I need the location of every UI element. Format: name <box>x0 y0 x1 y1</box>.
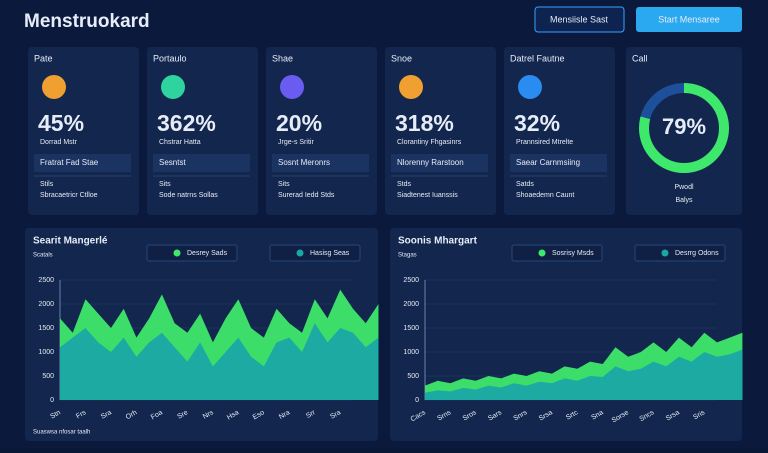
card-line: Surerad Iedd Stds <box>278 192 335 199</box>
y-tick-label: 0 <box>50 397 54 404</box>
card-value: 45% <box>38 110 84 136</box>
card-badge-label: Nlorenny Rarstoon <box>397 158 464 167</box>
button-label[interactable]: Start Mensaree <box>658 14 720 24</box>
x-tick-label: Sre <box>176 409 189 421</box>
chart-footnote: Suaswsa nfosar taalh <box>33 430 90 436</box>
card-badge <box>391 154 488 172</box>
card-caption: Jrge-s Sritir <box>278 139 314 146</box>
gauge-sub: Balys <box>675 197 693 204</box>
button-label[interactable]: Mensiisle Sast <box>550 14 609 24</box>
legend-swatch <box>173 249 181 257</box>
x-tick-label: Nra <box>278 409 291 421</box>
card <box>626 47 742 215</box>
card-badge <box>34 154 131 172</box>
card-line: Sits <box>278 181 290 188</box>
gauge-caption: Pwodl <box>674 184 694 191</box>
chart-subtitle: Scatals <box>33 253 53 259</box>
legend-label: Sosrisy Msds <box>552 250 594 257</box>
y-tick-label: 2500 <box>403 277 419 284</box>
y-tick-label: 500 <box>42 373 54 380</box>
card-icon <box>161 75 185 99</box>
card-line: Sode natrns Sollas <box>159 192 218 199</box>
card-line: Stils <box>40 181 54 188</box>
card-label: Shae <box>272 53 293 63</box>
x-tick-label: Frs <box>75 409 88 420</box>
card-icon <box>42 75 66 99</box>
gauge-arc <box>639 83 729 173</box>
card-badge-label: Sosnt Meronrs <box>278 158 330 167</box>
card-caption: Dorrad Mstr <box>40 139 78 146</box>
legend-box <box>269 244 361 262</box>
legend-label: Hasisg Seas <box>310 250 350 257</box>
card-badge <box>510 154 607 172</box>
y-tick-label: 1500 <box>38 325 54 332</box>
x-tick-label: Nrs <box>202 409 215 421</box>
card-label: Pate <box>34 53 53 63</box>
chart-title: Searit Mangerlé <box>33 236 108 247</box>
card-value: 20% <box>276 110 322 136</box>
legend-swatch <box>296 249 304 257</box>
gauge-value: 79% <box>662 114 706 139</box>
card-badge-label: Saear Carnmsiing <box>516 158 580 167</box>
legend-label: Desrey Sads <box>187 250 228 257</box>
card-badge <box>153 154 250 172</box>
card-caption: Prannsired Mtrelte <box>516 139 573 146</box>
card-line: Sits <box>159 181 171 188</box>
y-tick-label: 1500 <box>403 325 419 332</box>
y-tick-label: 2000 <box>403 301 419 308</box>
card-badge-label: Fratrat Fad Stae <box>40 158 99 167</box>
y-tick-label: 500 <box>407 373 419 380</box>
x-tick-label: Sra <box>100 409 113 421</box>
x-tick-label: Orh <box>125 409 139 421</box>
legend-box <box>511 244 603 262</box>
card-value: 32% <box>514 110 560 136</box>
card-line: Shoaedemn Caunt <box>516 192 574 199</box>
button[interactable] <box>636 7 742 32</box>
card-value: 362% <box>157 110 216 136</box>
card-caption: Chstrar Hatta <box>159 139 201 146</box>
card-icon <box>399 75 423 99</box>
card-label: Datrel Fautne <box>510 53 565 63</box>
x-tick-label: Sra <box>329 409 342 421</box>
area <box>425 349 743 400</box>
y-tick-label: 0 <box>415 397 419 404</box>
card-line: Satds <box>516 181 534 188</box>
legend-box <box>634 244 726 262</box>
area <box>60 323 379 400</box>
legend-label: Desrrg Odons <box>675 250 719 257</box>
card-value: 318% <box>395 110 454 136</box>
legend-box <box>146 244 238 262</box>
card-badge <box>272 154 369 172</box>
card-label: Portaulo <box>153 53 187 63</box>
y-tick-label: 2500 <box>38 277 54 284</box>
card-line: Siadtenest Iuanssis <box>397 192 458 199</box>
x-tick-label: Stn <box>49 409 62 420</box>
y-tick-label: 1000 <box>403 349 419 356</box>
card-label: Call <box>632 53 648 63</box>
card-badge-label: Sesntst <box>159 158 186 167</box>
chart-title: Soonis Mhargart <box>398 236 478 247</box>
y-tick-label: 2000 <box>38 301 54 308</box>
card-line: Stds <box>397 181 412 188</box>
app-title: Menstruokard <box>24 11 150 32</box>
card-line: Sbracaetricr Ctlloe <box>40 192 98 199</box>
chart-subtitle: Stagas <box>398 253 417 259</box>
card-label: Snoe <box>391 53 412 63</box>
card-icon <box>518 75 542 99</box>
legend-swatch <box>661 249 669 257</box>
button[interactable] <box>534 6 625 33</box>
x-tick-label: Srr <box>305 409 317 420</box>
legend-swatch <box>538 249 546 257</box>
card-caption: Clorantiny Fhgasinrs <box>397 139 462 146</box>
y-tick-label: 1000 <box>38 349 54 356</box>
card-icon <box>280 75 304 99</box>
